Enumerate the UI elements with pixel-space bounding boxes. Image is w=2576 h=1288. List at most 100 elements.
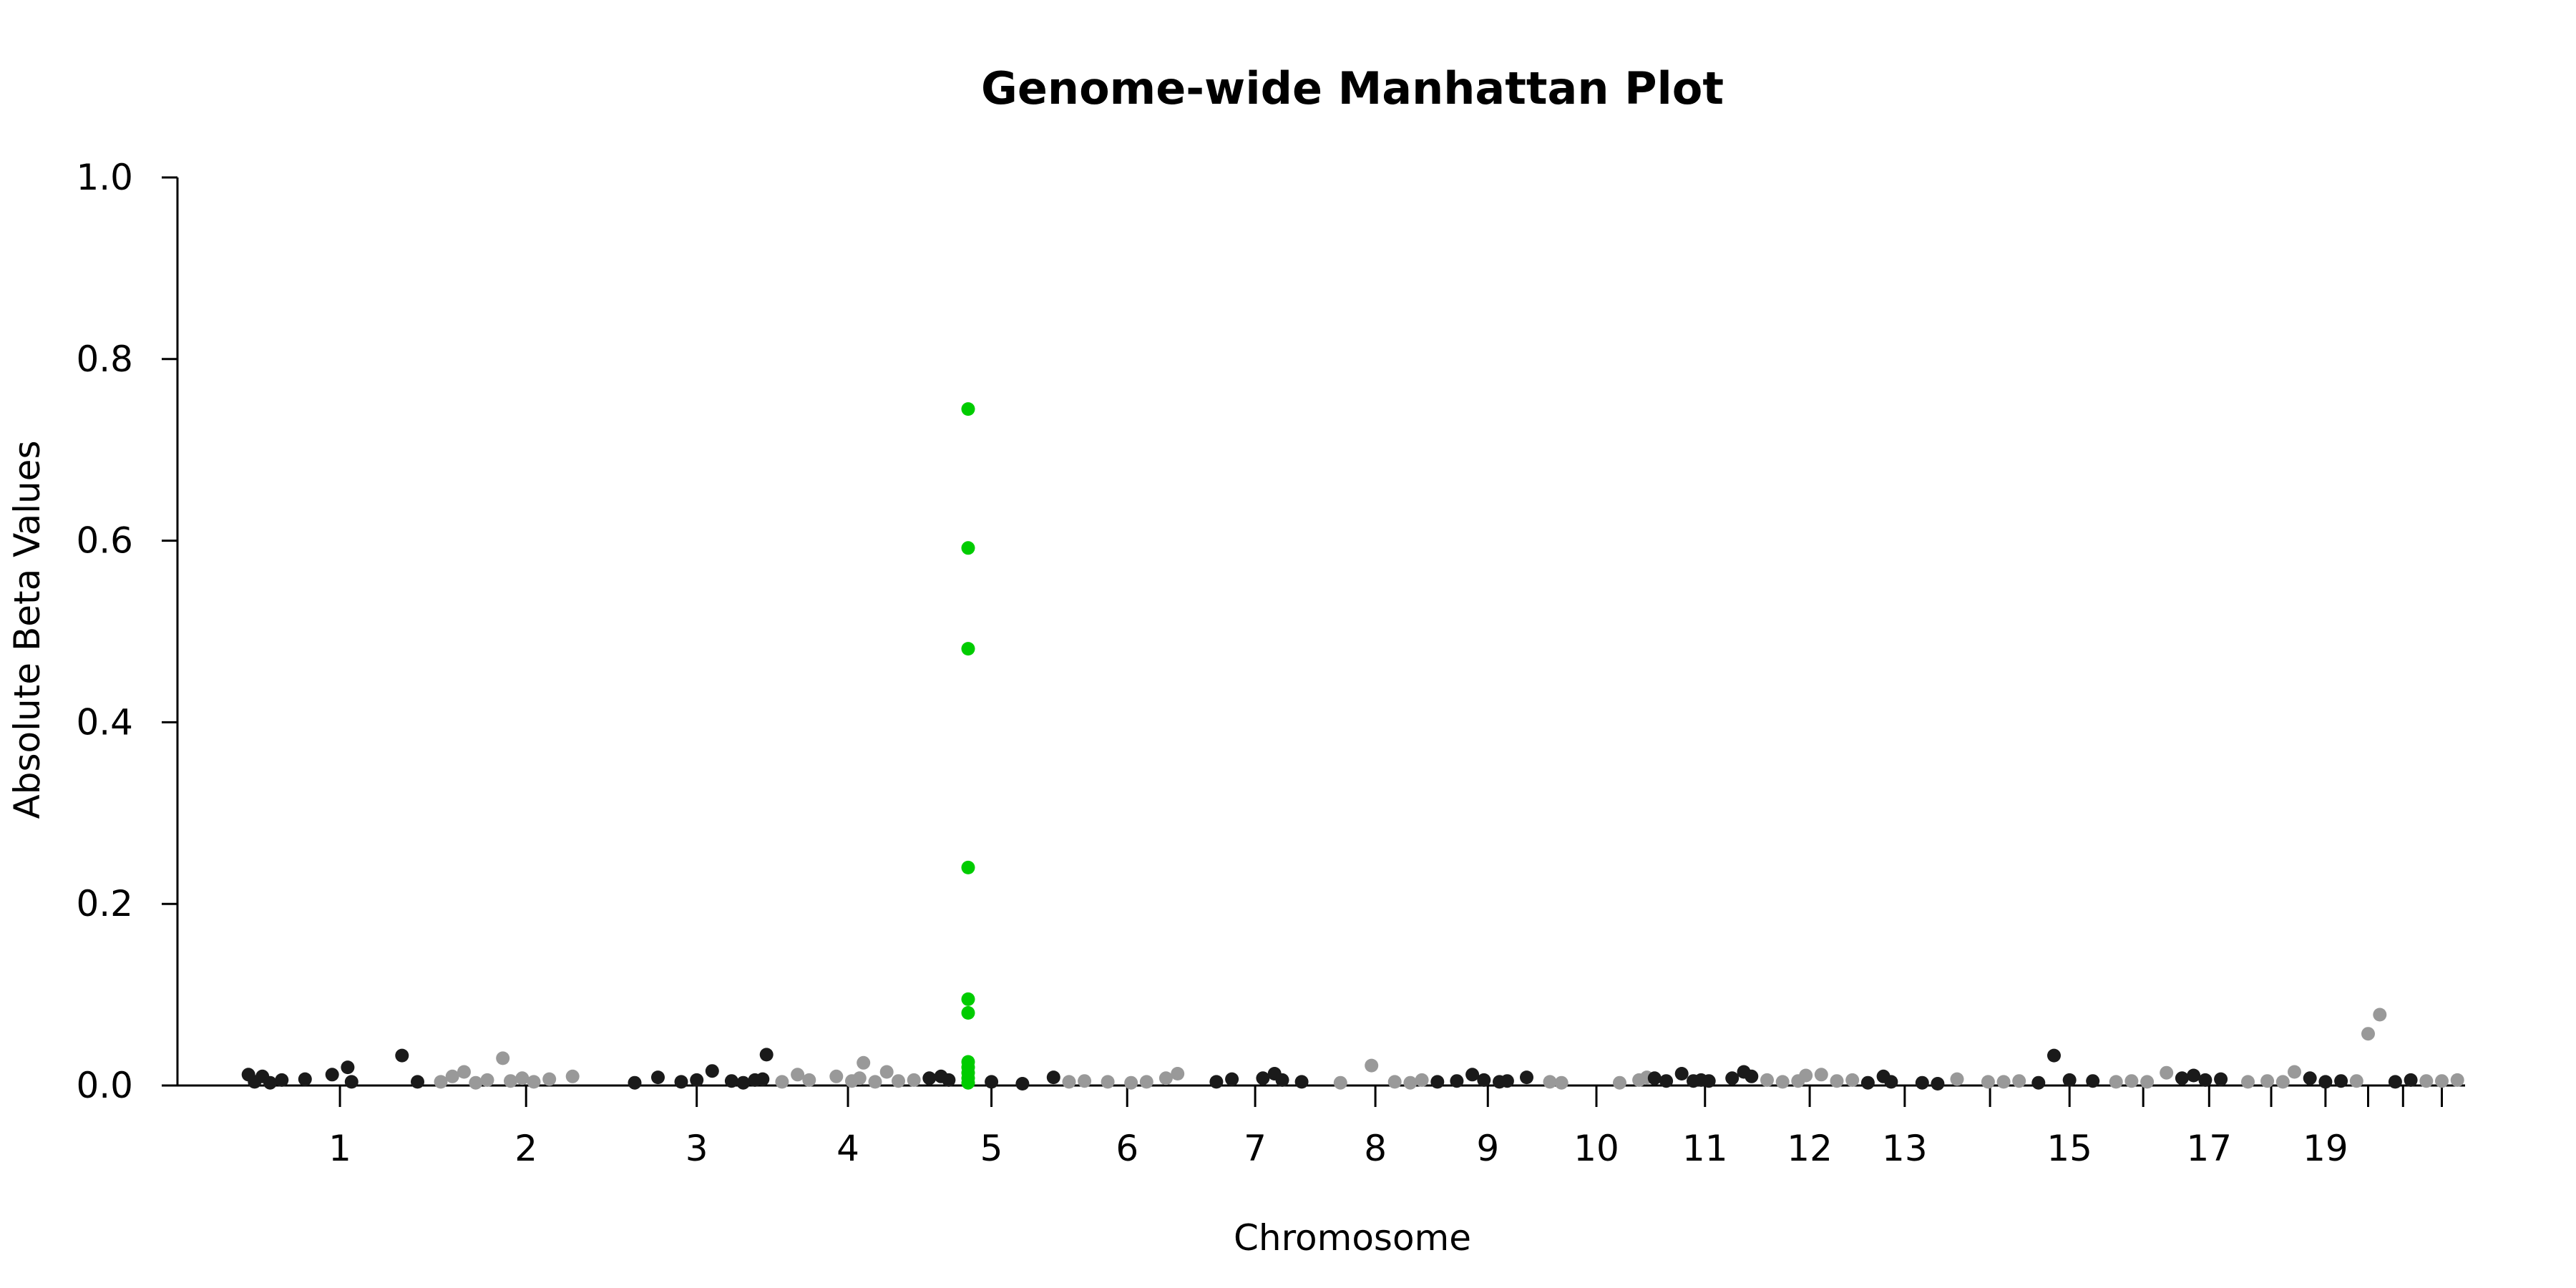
x-tick-label-chr-12: 12 [1787, 1128, 1833, 1169]
data-point [341, 1060, 355, 1075]
data-point [1078, 1074, 1092, 1088]
data-point [1477, 1073, 1491, 1087]
data-point [1430, 1075, 1445, 1089]
data-point [1124, 1075, 1138, 1090]
data-point [527, 1075, 541, 1089]
data-point [542, 1072, 557, 1086]
data-point [1520, 1070, 1533, 1085]
data-point [1139, 1075, 1153, 1089]
data-point [1725, 1071, 1740, 1085]
data-point [1294, 1075, 1309, 1089]
y-tick-label: 0.6 [76, 520, 133, 562]
data-point [1950, 1072, 1964, 1086]
y-tick-label: 0.2 [76, 883, 133, 924]
data-point [1365, 1058, 1379, 1073]
data-point [263, 1075, 277, 1090]
data-point [2334, 1074, 2348, 1088]
data-point [2275, 1075, 2290, 1089]
data-point [1225, 1072, 1239, 1086]
data-point [985, 1075, 999, 1089]
chart-title: Genome-wide Manhattan Plot [981, 62, 1724, 114]
data-point [942, 1073, 956, 1087]
x-tick-label-chr-6: 6 [1116, 1128, 1138, 1169]
x-tick-label-chr-17: 17 [2186, 1128, 2232, 1169]
data-point [2062, 1073, 2077, 1087]
data-point [690, 1073, 704, 1087]
data-point [504, 1074, 517, 1088]
axes: 0.00.20.40.60.81.01 2 3 4 5 6 7 8 9 10 11 12 13 15 17 1… [76, 157, 2465, 1169]
data-point [1158, 1071, 1173, 1085]
data-point [1415, 1073, 1429, 1087]
data-point [756, 1072, 770, 1086]
data-point [434, 1075, 448, 1089]
data-point [457, 1065, 471, 1079]
data-point [1543, 1075, 1557, 1089]
data-point [1814, 1068, 1828, 1082]
x-tick-label-chr-13: 13 [1882, 1128, 1928, 1169]
x-tick-label-chr-2: 2 [514, 1128, 537, 1169]
highlight-point [961, 1075, 975, 1090]
data-point [802, 1073, 816, 1087]
data-point [1450, 1074, 1464, 1088]
data-point [2012, 1074, 2026, 1088]
highlight-point [961, 541, 975, 555]
data-point [2160, 1065, 2174, 1080]
y-tick-label: 0.0 [76, 1065, 133, 1106]
data-point [1775, 1075, 1790, 1089]
highlight-point [961, 860, 975, 874]
x-tick-label-chr-8: 8 [1364, 1128, 1387, 1169]
data-point [628, 1075, 642, 1090]
data-point [1830, 1074, 1844, 1088]
y-tick-label: 1.0 [76, 157, 133, 198]
data-point [2450, 1073, 2464, 1087]
data-point [298, 1072, 312, 1086]
data-point [395, 1048, 409, 1063]
data-point [1745, 1069, 1759, 1083]
data-point [1554, 1075, 1568, 1090]
data-point [2214, 1072, 2228, 1086]
data-point [2388, 1075, 2402, 1089]
data-point [325, 1068, 339, 1082]
data-point [2198, 1073, 2212, 1087]
data-point [1015, 1077, 1030, 1091]
data-point [2318, 1075, 2333, 1089]
data-point [775, 1075, 789, 1089]
data-point [2109, 1075, 2123, 1089]
data-point [411, 1075, 424, 1089]
data-point [1171, 1067, 1185, 1080]
data-point [515, 1071, 530, 1085]
data-point [1647, 1071, 1662, 1085]
data-point [1256, 1071, 1270, 1085]
data-point [829, 1069, 844, 1083]
data-point [2303, 1071, 2317, 1085]
data-point [480, 1073, 494, 1087]
data-point [2361, 1027, 2375, 1041]
data-point [1702, 1074, 1716, 1088]
data-point [1500, 1074, 1514, 1088]
highlight-point [961, 642, 975, 656]
data-point [1387, 1075, 1402, 1089]
data-point [1659, 1074, 1674, 1088]
data-point [1981, 1075, 1995, 1089]
highlight-point [961, 1006, 975, 1020]
data-point [791, 1068, 805, 1082]
data-point [2086, 1074, 2100, 1088]
data-point [674, 1075, 688, 1089]
data-point [852, 1071, 867, 1085]
y-tick-label: 0.4 [76, 701, 133, 743]
highlight-point [961, 402, 975, 416]
x-tick-label-chr-1: 1 [328, 1128, 351, 1169]
data-point [1101, 1075, 1115, 1089]
data-point [2373, 1008, 2387, 1022]
data-point [275, 1073, 289, 1087]
data-point [879, 1065, 894, 1079]
data-point [1799, 1068, 1813, 1083]
data-point [2124, 1074, 2139, 1088]
data-point [1760, 1073, 1774, 1087]
data-point [759, 1048, 774, 1062]
data-point [857, 1055, 871, 1070]
data-point [705, 1064, 719, 1078]
data-point [1333, 1075, 1347, 1090]
data-point [1613, 1075, 1626, 1090]
data-point [1860, 1075, 1875, 1090]
